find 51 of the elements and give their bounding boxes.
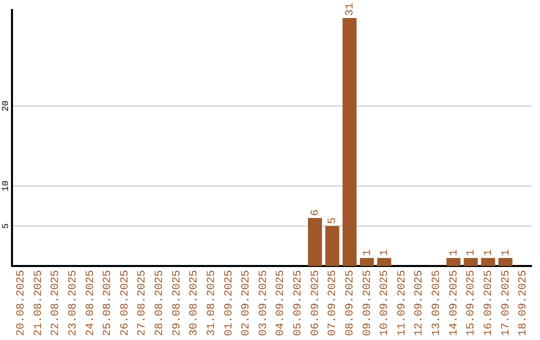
x-tick-label: 09.09.2025 (362, 270, 374, 336)
x-tick-label: 17.09.2025 (500, 270, 512, 336)
bar (377, 258, 392, 266)
x-tick-label: 01.09.2025 (223, 270, 236, 336)
x-tick-label: 21.08.2025 (32, 270, 45, 336)
data-label: 1 (448, 248, 460, 256)
x-tick-label: 04.09.2025 (275, 270, 288, 336)
data-label: 1 (379, 248, 392, 256)
x-tick-label: 23.08.2025 (68, 270, 80, 336)
x-tick-label: 16.09.2025 (482, 270, 495, 336)
x-tick-label: 24.08.2025 (84, 270, 97, 336)
bar (342, 18, 357, 266)
x-tick-label: 11.09.2025 (396, 270, 408, 336)
bar (498, 258, 512, 266)
data-label: 1 (500, 248, 512, 256)
data-label: 6 (310, 209, 322, 216)
x-tick-label: 26.08.2025 (119, 270, 132, 336)
x-tick-label: 29.08.2025 (171, 270, 184, 336)
x-tick-label: 05.09.2025 (292, 270, 305, 336)
y-tick-label: 20 (0, 100, 11, 112)
x-tick-label: 22.08.2025 (50, 270, 62, 336)
data-label: 1 (466, 248, 478, 256)
data-label: 1 (482, 248, 495, 256)
x-tick-label: 08.09.2025 (344, 270, 356, 336)
x-tick-label: 25.08.2025 (102, 270, 114, 336)
x-tick-label: 07.09.2025 (327, 270, 340, 336)
x-tick-label: 20.08.2025 (16, 270, 28, 336)
bar (325, 226, 340, 266)
x-tick-label: 12.09.2025 (414, 270, 426, 336)
x-tick-label: 27.08.2025 (136, 270, 149, 336)
x-tick-label: 30.08.2025 (188, 270, 201, 336)
y-tick-label: 10 (0, 180, 11, 192)
x-tick-label: 02.09.2025 (240, 270, 253, 336)
data-label: 31 (344, 2, 356, 16)
x-tick-label: 10.09.2025 (379, 270, 392, 336)
data-label: 5 (327, 217, 340, 224)
data-label: 1 (362, 248, 374, 256)
bar (481, 258, 496, 266)
x-tick-label: 03.09.2025 (258, 270, 270, 336)
x-tick-label: 14.09.2025 (448, 270, 460, 336)
x-tick-label: 13.09.2025 (431, 270, 444, 336)
bar (464, 258, 478, 266)
x-tick-label: 31.08.2025 (206, 270, 218, 336)
y-tick-label: 5 (0, 223, 11, 229)
bar (360, 258, 374, 266)
x-tick-label: 15.09.2025 (466, 270, 478, 336)
x-tick-label: 28.08.2025 (154, 270, 166, 336)
bar (446, 258, 460, 266)
x-tick-label: 06.09.2025 (310, 270, 322, 336)
x-tick-label: 18.09.2025 (518, 270, 530, 336)
bar (308, 218, 322, 266)
